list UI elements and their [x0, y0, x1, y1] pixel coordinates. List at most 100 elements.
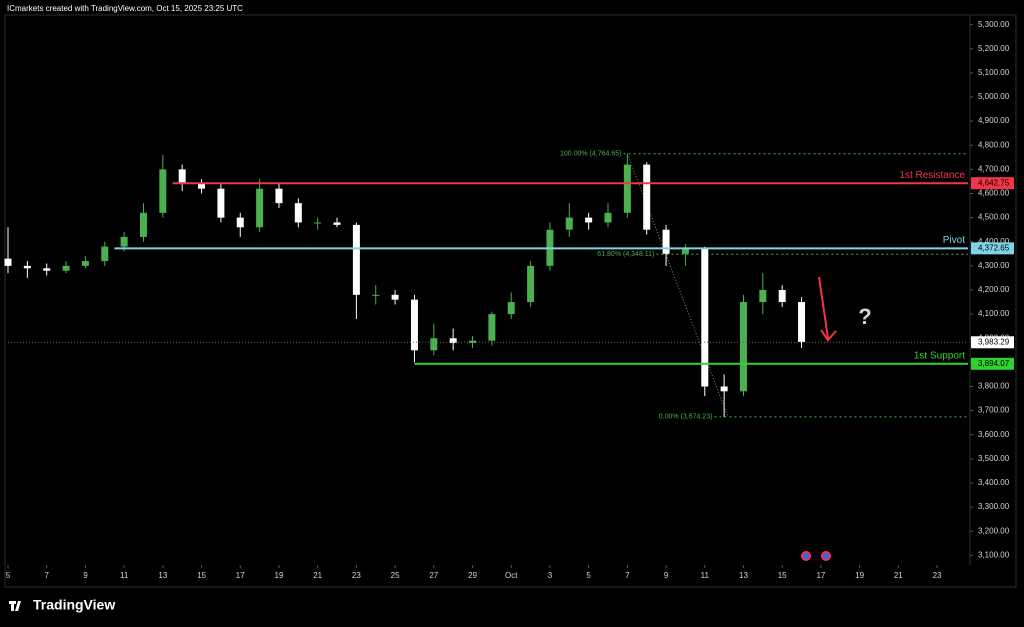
- y-tick-label: 4,100.00: [978, 309, 1010, 318]
- y-tick-label: 3,700.00: [978, 406, 1010, 415]
- candle-body: [662, 229, 670, 254]
- candle-body: [449, 338, 457, 344]
- candle-body: [469, 340, 477, 344]
- y-tick-label: 5,100.00: [978, 68, 1010, 77]
- y-tick-label: 4,200.00: [978, 285, 1010, 294]
- x-tick-label: Oct: [505, 571, 518, 580]
- candle-body: [430, 338, 438, 351]
- level-name: 1st Support: [914, 350, 965, 361]
- y-tick-label: 3,100.00: [978, 550, 1010, 559]
- y-tick-label: 4,700.00: [978, 164, 1010, 173]
- x-tick-label: 3: [548, 571, 553, 580]
- candle-body: [778, 290, 786, 303]
- x-tick-label: 13: [739, 571, 748, 580]
- x-tick-label: 7: [44, 571, 49, 580]
- fib-trend: [626, 153, 729, 418]
- candle-body: [120, 236, 128, 247]
- candle-body: [217, 188, 225, 218]
- event-icons: [801, 551, 831, 561]
- x-tick-label: 13: [158, 571, 167, 580]
- y-tick-label: 5,300.00: [978, 20, 1010, 29]
- x-tick-label: 19: [855, 571, 864, 580]
- candle-body: [198, 183, 206, 189]
- candle-body: [720, 386, 728, 392]
- candle-body: [23, 265, 31, 269]
- y-tick-label: 4,500.00: [978, 213, 1010, 222]
- y-tick-label: 5,200.00: [978, 44, 1010, 53]
- x-tick-label: 9: [664, 571, 669, 580]
- y-tick-label: 4,300.00: [978, 261, 1010, 270]
- y-tick-label: 3,800.00: [978, 382, 1010, 391]
- x-tick-label: 25: [391, 571, 400, 580]
- x-tick-label: 23: [933, 571, 942, 580]
- last-price-label: 3,983.29: [978, 337, 1010, 346]
- candle-body: [4, 258, 12, 266]
- level-name: Pivot: [943, 235, 965, 246]
- candle-body: [275, 188, 283, 204]
- frame: [4, 14, 1017, 588]
- x-tick-label: 11: [120, 571, 129, 580]
- x-tick-label: 29: [468, 571, 477, 580]
- logo-text: TradingView: [33, 597, 115, 613]
- y-tick-label: 3,600.00: [978, 430, 1010, 439]
- y-tick-label: 4,800.00: [978, 140, 1010, 149]
- arrow: [818, 276, 837, 342]
- x-tick-label: 15: [197, 571, 206, 580]
- fib-label: 0.00% (3,674.23): [659, 414, 713, 421]
- y-tick-label: 3,300.00: [978, 502, 1010, 511]
- candle-body: [488, 314, 496, 341]
- x-tick-label: 5: [586, 571, 591, 580]
- candle-body: [643, 164, 651, 230]
- y-tick-label: 4,600.00: [978, 189, 1010, 198]
- candle-body: [236, 217, 244, 228]
- question-mark: ?: [858, 304, 871, 329]
- level-price: 4,372.65: [978, 243, 1010, 252]
- x-tick-label: 5: [6, 571, 11, 580]
- level-price: 4,642.75: [978, 178, 1010, 187]
- x-tick-label: 27: [429, 571, 438, 580]
- level-name: 1st Resistance: [899, 170, 965, 181]
- candle-body: [410, 299, 418, 351]
- candle-body: [139, 212, 147, 237]
- y-tick-label: 5,000.00: [978, 92, 1010, 101]
- candle-body: [372, 294, 380, 296]
- x-tick-label: 11: [701, 571, 710, 580]
- candle-body: [314, 222, 322, 224]
- y-tick-label: 3,500.00: [978, 454, 1010, 463]
- candle-body: [256, 188, 264, 228]
- candle-body: [759, 290, 767, 303]
- candle-body: [507, 302, 515, 315]
- y-tick-label: 4,900.00: [978, 116, 1010, 125]
- candle-body: [565, 217, 573, 230]
- x-tick-label: 7: [625, 571, 630, 580]
- candle-body: [101, 246, 109, 262]
- candle-body: [798, 302, 806, 342]
- y-tick-label: 4,400.00: [978, 237, 1010, 246]
- y-tick-label: 3,400.00: [978, 478, 1010, 487]
- candle-body: [739, 302, 747, 392]
- candle-body: [391, 294, 399, 300]
- x-tick-label: 21: [894, 571, 903, 580]
- x-tick-label: 9: [83, 571, 88, 580]
- level-price-box: [971, 177, 1014, 190]
- x-tick-label: 15: [778, 571, 787, 580]
- candle-body: [81, 261, 89, 266]
- level-price-box: [971, 357, 1014, 370]
- fib-label: 100.00% (4,764.65): [560, 151, 622, 158]
- candle-body: [178, 169, 186, 184]
- last-price-box: [971, 336, 1014, 349]
- x-tick-label: 17: [816, 571, 825, 580]
- x-tick-label: 19: [275, 571, 284, 580]
- candle-body: [294, 203, 302, 223]
- x-tick-label: 23: [352, 571, 361, 580]
- y-tick-label: 3,200.00: [978, 526, 1010, 535]
- header: ICmarkets created with TradingView.com, …: [7, 4, 243, 13]
- candle-body: [62, 265, 70, 271]
- candle-body: [585, 217, 593, 223]
- level-price: 3,894.07: [978, 359, 1010, 368]
- candle-body: [43, 268, 51, 271]
- x-tick-label: 21: [313, 571, 322, 580]
- candle-body: [352, 224, 360, 295]
- candle-body: [681, 248, 689, 254]
